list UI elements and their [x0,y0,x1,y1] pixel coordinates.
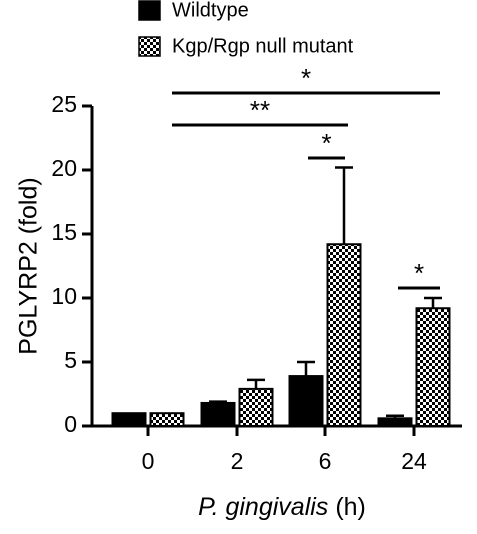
x-axis-label-unit: (h) [335,493,366,521]
x-axis-label: P. gingivalis (h) [198,493,366,521]
bar [149,412,185,428]
bar [111,412,147,428]
bar [238,387,274,428]
x-tick-label: 0 [142,448,155,474]
y-tick-label: 15 [51,219,77,245]
error-bar [297,360,315,377]
y-axis-label: PGLYRP2 (fold) [15,177,43,354]
legend-label: Wildtype [172,0,249,21]
bar [200,401,236,427]
legend-swatch [138,0,161,21]
y-tick-label: 5 [64,347,77,373]
legend-label: Kgp/Rgp null mutant [172,35,354,57]
bar [288,375,324,427]
y-tick-label: 10 [51,283,77,309]
x-tick-label: 24 [401,448,427,474]
x-tick-label: 6 [319,448,332,474]
bar [415,307,451,427]
legend-swatch [138,36,161,57]
x-axis-label-italic: P. gingivalis [198,493,328,521]
y-tick-label: 0 [64,411,77,437]
significance-label: * [301,63,311,93]
y-tick-label: 20 [51,155,77,181]
bar [377,417,413,428]
error-bar [424,296,442,309]
error-bar [335,166,353,245]
significance-label: ** [250,95,270,125]
x-tick-label: 2 [231,448,244,474]
significance-label: * [414,258,424,288]
y-tick-label: 25 [51,91,77,117]
bar [326,243,362,427]
error-bar [386,414,404,419]
error-bar [247,378,265,389]
significance-label: * [321,128,331,158]
error-bar [209,400,227,403]
